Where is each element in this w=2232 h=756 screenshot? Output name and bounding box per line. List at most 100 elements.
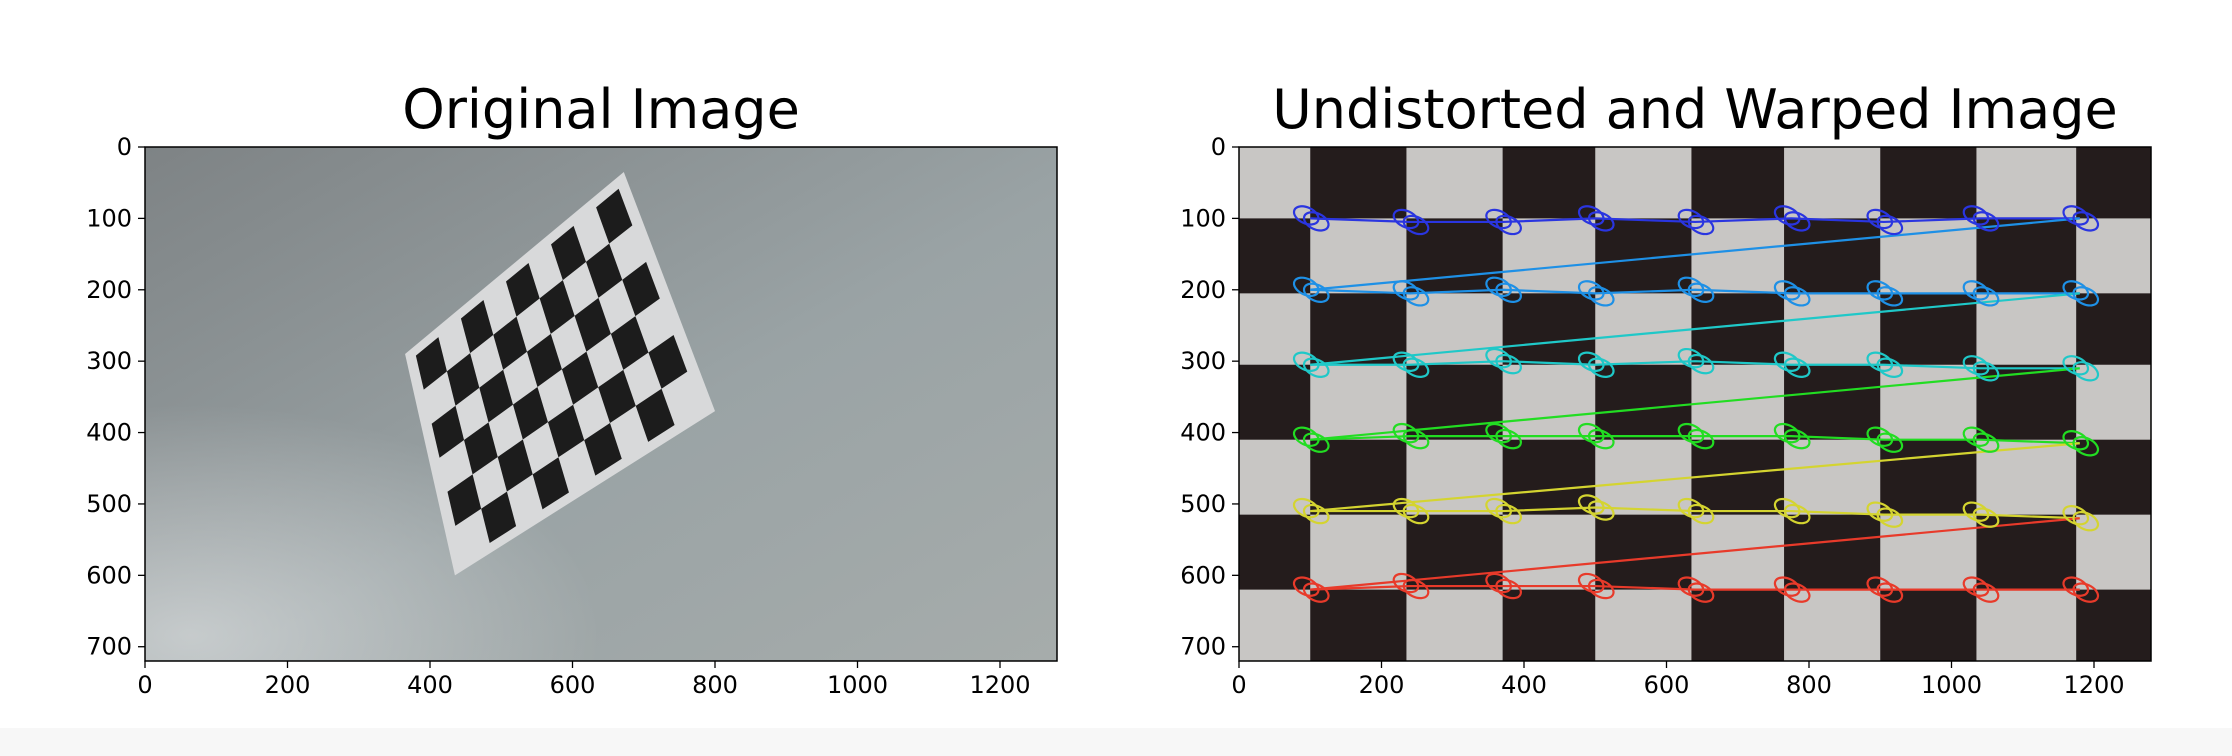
corner-marker <box>1876 507 1904 528</box>
y-tick-label: 300 <box>1180 347 1226 375</box>
checker-square <box>1502 293 1596 365</box>
checker-square <box>1310 439 1407 515</box>
x-tick-label: 0 <box>1231 671 1246 699</box>
corner-marker <box>1302 503 1330 525</box>
corner-marker <box>1302 582 1330 603</box>
checker-square <box>2076 293 2151 365</box>
corner-marker <box>1773 351 1801 372</box>
corner-marker <box>1687 353 1715 375</box>
y-tick-label: 0 <box>1211 133 1226 161</box>
corner-row-connector <box>1310 217 2080 291</box>
y-tick-label: 100 <box>86 204 132 232</box>
corner-marker <box>1577 422 1605 444</box>
y-tick-label: 600 <box>86 561 132 589</box>
checker-square <box>1239 218 1311 294</box>
corner-marker <box>1495 428 1522 450</box>
x-tick-label: 400 <box>407 671 453 699</box>
x-tick-label: 800 <box>692 671 738 699</box>
corner-marker <box>2062 280 2090 301</box>
corner-marker <box>1866 501 1894 522</box>
corner-marker <box>1866 280 1894 301</box>
corner-marker <box>1577 494 1605 515</box>
checker-square <box>598 369 636 424</box>
chart-title: Original Image <box>402 78 800 141</box>
checker-square <box>2076 147 2151 219</box>
corner-marker <box>1402 286 1430 307</box>
corner-marker <box>2062 505 2090 526</box>
corner-marker <box>1687 214 1715 236</box>
figure: 0 200 400 600 800 1000 12000100200300400500600… <box>86 78 2152 699</box>
checker-square <box>1880 147 1977 219</box>
corner-marker <box>1773 205 1801 226</box>
corner-marker <box>2062 355 2090 376</box>
corner-marker <box>1587 286 1615 307</box>
corner-marker <box>2072 511 2100 532</box>
corner-marker <box>1972 211 2000 232</box>
corner-marker <box>1485 276 1512 297</box>
corner-row-connector <box>1310 442 2080 513</box>
checker-square <box>1310 293 1407 365</box>
corner-marker <box>1783 428 1811 450</box>
corner-marker <box>1866 208 1894 230</box>
corner-marker <box>1677 497 1705 519</box>
corner-marker <box>1972 432 2000 453</box>
corner-marker <box>2072 582 2100 603</box>
corner-marker <box>1495 353 1522 375</box>
checker-square <box>547 404 585 458</box>
corner-marker <box>1876 286 1904 307</box>
checker-square <box>574 297 611 352</box>
y-tick-label: 200 <box>1180 276 1226 304</box>
corner-marker <box>1302 282 1330 303</box>
y-tick-label: 300 <box>86 347 132 375</box>
corner-row-connector <box>1310 367 2080 441</box>
corner-marker <box>1577 572 1605 594</box>
checker-square <box>493 316 527 370</box>
corner-marker <box>1392 351 1420 372</box>
checker-square <box>532 457 569 510</box>
corner-marker <box>1876 214 1904 236</box>
checker-square <box>635 388 675 442</box>
axes-frame <box>144 146 1058 662</box>
checker-square <box>497 439 533 492</box>
corner-marker <box>1876 432 1904 453</box>
corner-marker <box>1402 214 1430 236</box>
corner-marker <box>1962 426 1990 447</box>
x-tick-label: 800 <box>1786 671 1832 699</box>
corner-marker <box>1392 208 1420 230</box>
corner-marker <box>1773 422 1801 444</box>
corner-marker <box>1687 282 1715 303</box>
checker-square <box>446 353 480 406</box>
corner-row-line <box>1310 435 2080 445</box>
checker-square <box>1406 218 1503 294</box>
image-area <box>1239 147 2151 661</box>
checker-square <box>479 369 513 423</box>
x-tick-label: 1200 <box>2063 671 2124 699</box>
corner-marker <box>1577 205 1605 226</box>
x-tick-label: 0 <box>137 671 152 699</box>
corner-marker <box>1402 503 1430 525</box>
corner-marker <box>1587 578 1615 600</box>
corner-marker <box>1783 357 1811 378</box>
checker-square <box>526 333 562 387</box>
x-tick-label: 1200 <box>969 671 1030 699</box>
checker-square <box>586 243 623 298</box>
corner-marker <box>1485 208 1512 230</box>
checker-square <box>415 337 447 390</box>
corner-marker <box>1962 355 1990 376</box>
corner-marker <box>1866 576 1894 597</box>
checker-square <box>584 423 622 476</box>
corner-marker <box>1485 347 1512 369</box>
checker-square <box>447 474 482 526</box>
corner-marker <box>2072 361 2100 382</box>
corner-marker <box>1485 572 1512 594</box>
corner-marker <box>1302 211 1330 232</box>
corner-marker <box>1972 507 2000 528</box>
corner-marker <box>2072 436 2100 457</box>
y-tick-label: 400 <box>1180 419 1226 447</box>
checker-square <box>622 261 660 317</box>
corner-marker <box>1495 282 1522 303</box>
checker-square <box>1502 439 1596 515</box>
y-tick-label: 100 <box>1180 204 1226 232</box>
corner-marker <box>1302 357 1330 378</box>
checker-square <box>1595 364 1692 440</box>
